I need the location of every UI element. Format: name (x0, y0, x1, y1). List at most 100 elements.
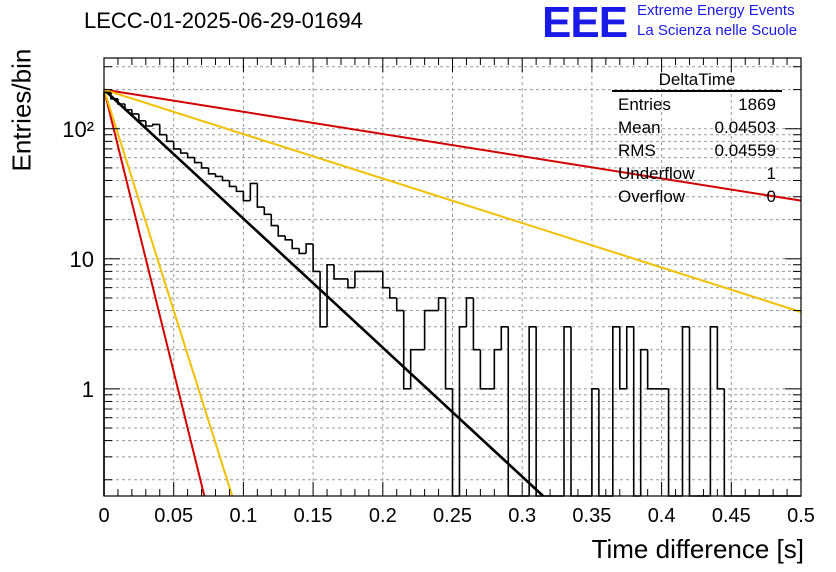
x-tick-label: 0.25 (433, 505, 472, 527)
histogram-bin (625, 326, 634, 389)
x-tick-label: 0.35 (572, 505, 611, 527)
histogram-bin (681, 326, 690, 496)
histogram-bin (437, 297, 446, 311)
histogram-bin (131, 109, 139, 115)
y-tick-label: 10 (70, 247, 94, 272)
histogram-bin (688, 326, 697, 497)
histogram-bin (347, 278, 355, 289)
fit-line (103, 88, 544, 497)
histogram-bin (305, 243, 314, 254)
histogram-bin (632, 326, 641, 497)
histogram-bin (472, 297, 481, 351)
x-tick-label: 0 (98, 505, 109, 527)
histogram-bin (591, 388, 599, 496)
x-tick-label: 0.45 (712, 505, 751, 527)
histogram-bin (214, 173, 223, 178)
histogram-bin (110, 92, 118, 100)
stats-value: 0.04559 (714, 141, 776, 160)
stats-value: 0.04503 (714, 118, 776, 137)
histogram-bin (465, 297, 474, 327)
histogram-bin (333, 264, 341, 280)
fit-line (103, 89, 234, 497)
tick-labels: 0 0.05 0.1 0.15 0.2 0.25 0.3 0.35 0.4 0.45 0.51101… (62, 117, 815, 527)
stats-value: 0 (766, 187, 776, 206)
logo-line-2: La Scienza nelle Scuole (637, 22, 798, 39)
histogram-bin (528, 326, 537, 496)
histogram-bin (388, 287, 397, 299)
histogram-bin (382, 271, 390, 289)
histogram-bin (270, 214, 279, 227)
chart-title: LECC-01-2025-06-29-01694 (84, 8, 363, 33)
histogram-bin (500, 326, 509, 350)
histogram-bin (312, 243, 321, 273)
x-tick-label: 0.05 (154, 505, 193, 527)
histogram-bin (235, 186, 244, 193)
stats-row-entries: Entries 1869 (612, 93, 782, 116)
fit-line (103, 88, 802, 313)
histogram-bin (395, 297, 404, 312)
histogram-bin (479, 349, 488, 390)
histogram-bin (103, 91, 111, 496)
stats-key: Entries (618, 95, 671, 114)
histogram-bin (138, 113, 146, 122)
histogram-bin (402, 310, 411, 390)
stats-value: 1 (766, 164, 776, 183)
fit-lines (103, 88, 802, 497)
histogram-bin (291, 239, 300, 250)
histogram-bin (179, 148, 188, 154)
histogram-bin (249, 182, 258, 201)
histogram-bin (354, 270, 362, 288)
histogram-bin (165, 134, 174, 143)
histogram-bin (716, 326, 725, 390)
x-tick-label: 0.1 (229, 505, 257, 527)
histogram-bin (423, 309, 432, 350)
histogram-bin (444, 297, 453, 390)
histogram-bin (493, 348, 502, 389)
stats-row-mean: Mean 0.04503 (612, 116, 782, 139)
axis-ticks (103, 58, 802, 496)
histogram-bin (117, 98, 125, 105)
histogram-bin (172, 141, 181, 150)
x-tick-label: 0.4 (648, 505, 676, 527)
stats-key: Underflow (618, 164, 695, 183)
histogram-bin (646, 349, 655, 390)
stats-row-rms: RMS 0.04559 (612, 139, 782, 162)
histogram-bin (228, 180, 237, 188)
histogram-bin (326, 263, 335, 327)
histogram-bin (186, 153, 195, 159)
histogram-bin (535, 326, 544, 497)
fit-line (103, 88, 802, 202)
histogram-bin (409, 348, 418, 389)
histogram-bin (458, 326, 467, 496)
histogram-bin (277, 225, 286, 237)
y-tick-label: 1 (82, 377, 94, 402)
histogram-bin (151, 123, 160, 126)
histogram-bin (709, 326, 718, 496)
histogram-bin (242, 191, 251, 202)
histogram-bin (563, 326, 571, 496)
stats-key: Overflow (618, 187, 686, 206)
stats-row-overflow: Overflow 0 (612, 185, 782, 208)
histogram-bin (618, 326, 627, 390)
histogram-bin (207, 167, 216, 175)
histogram-bin (145, 120, 153, 127)
histogram-bin (193, 157, 202, 164)
x-axis-label: Time difference [s] (591, 534, 804, 564)
x-tick-label: 0.15 (294, 505, 333, 527)
x-tick-label: 0.5 (787, 505, 815, 527)
fit-line (103, 89, 206, 497)
stats-box: DeltaTime Entries 1869 Mean 0.04503 RMS 0.0… (612, 68, 782, 208)
y-tick-label: 10² (62, 117, 94, 142)
histogram-bin (124, 104, 132, 111)
stats-key: Mean (618, 118, 661, 137)
x-tick-label: 0.3 (508, 505, 536, 527)
histogram-bin (263, 207, 272, 216)
histogram-bin (200, 162, 209, 169)
histogram-bin (284, 235, 293, 241)
histogram-bin (256, 183, 265, 208)
histogram-bin (612, 326, 620, 496)
histogram-bin (639, 348, 648, 496)
histogram-bin (158, 124, 167, 136)
x-tick-label: 0.2 (369, 505, 397, 527)
